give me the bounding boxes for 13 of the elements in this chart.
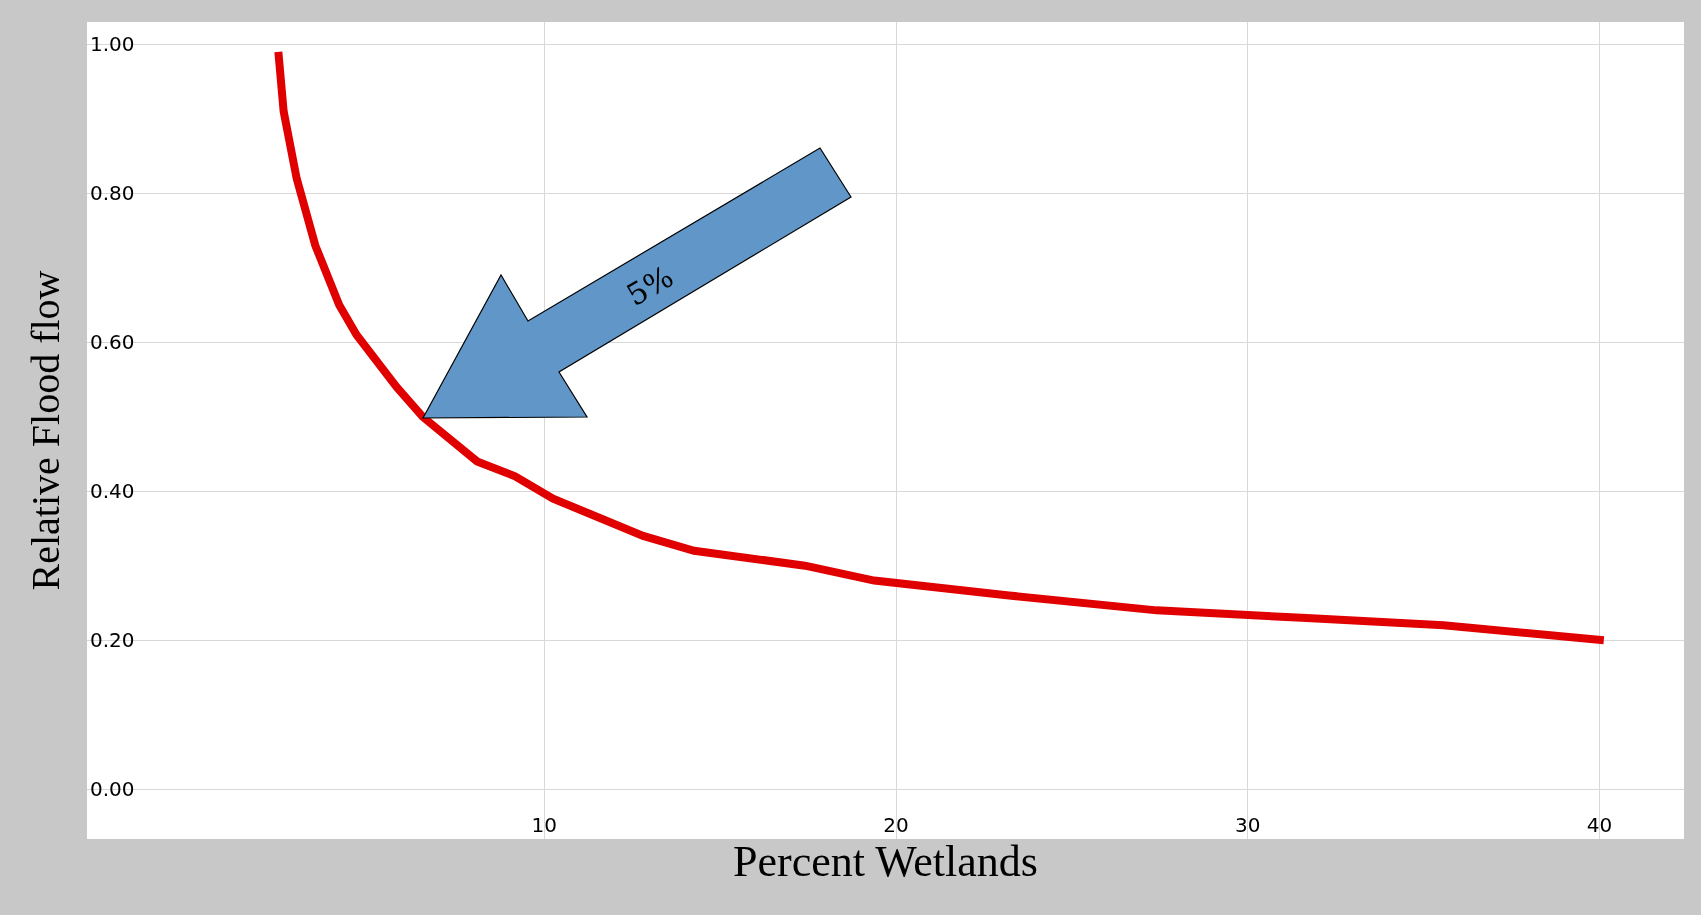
y-tick-label: 0.00	[90, 777, 135, 802]
y-axis-title: Relative Flood flow	[22, 270, 68, 591]
x-tick-label: 40	[1586, 813, 1613, 837]
x-tick-label: 10	[531, 813, 558, 837]
y-tick-label: 0.40	[90, 479, 135, 504]
y-tick-label: 0.20	[90, 628, 135, 653]
annotation: 5%	[620, 258, 680, 313]
x-tick-label: 30	[1235, 813, 1261, 837]
y-tick-label: 0.60	[90, 330, 135, 355]
x-tick-label: 20	[883, 813, 909, 837]
y-tick-label: 0.80	[90, 181, 135, 206]
x-axis-title: Percent Wetlands	[733, 837, 1038, 886]
y-tick-label: 1.00	[90, 32, 135, 57]
